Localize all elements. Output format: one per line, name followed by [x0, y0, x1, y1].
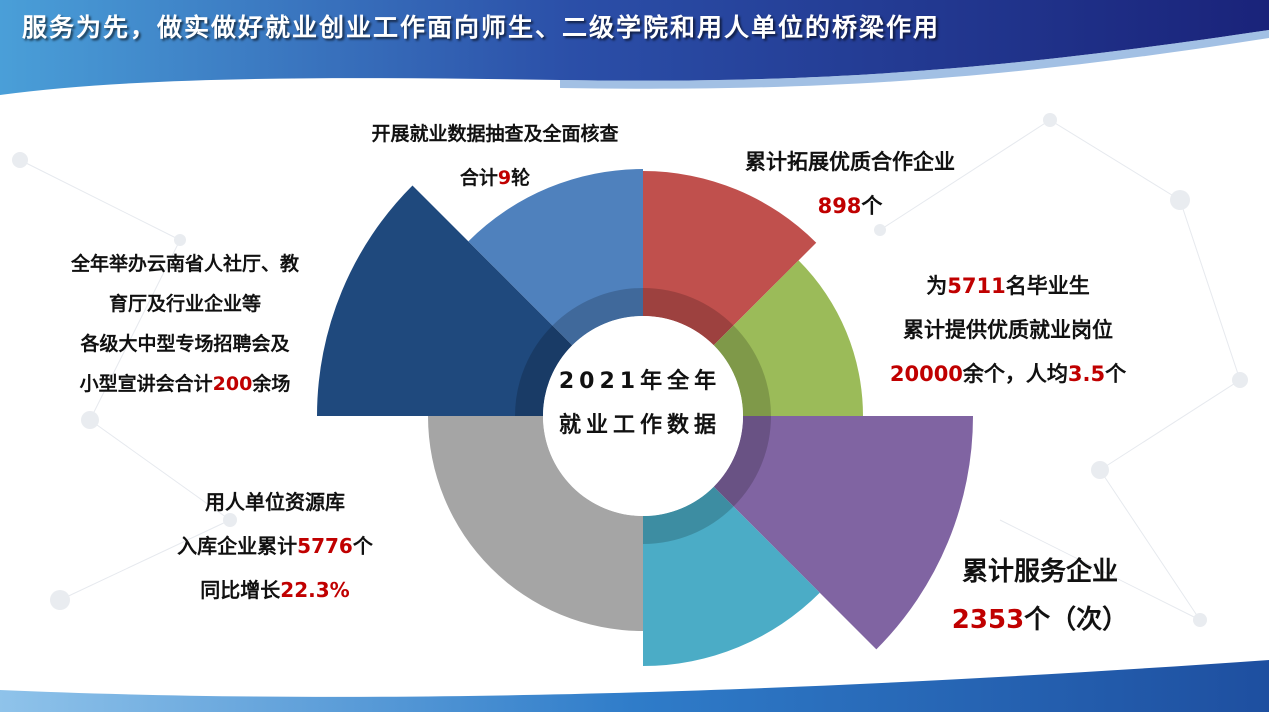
label-services: 累计服务企业 2353个（次） — [920, 548, 1160, 644]
resource-text: 同比增长 — [200, 578, 281, 602]
center-caption: 2021年全年 就业工作数据 — [520, 360, 760, 448]
jobs-text: 余个，人均 — [962, 362, 1068, 386]
resource-line-3: 同比增长22.3% — [130, 568, 420, 612]
segment-services-inner-shade — [713, 416, 771, 507]
services-line-2: 2353个（次） — [920, 596, 1160, 644]
checks-text: 轮 — [511, 167, 531, 189]
fairs-line-4: 小型宣讲会合计200余场 — [40, 364, 330, 404]
jobs-text: 为 — [926, 274, 948, 298]
label-fairs: 全年举办云南省人社厅、教 育厅及行业企业等 各级大中型专场招聘会及 小型宣讲会合计20… — [40, 244, 330, 404]
segment-enterprises — [643, 171, 817, 346]
enterprises-line-1: 累计拓展优质合作企业 — [700, 140, 1000, 184]
resource-value: 22.3% — [280, 578, 350, 602]
fairs-text: 余场 — [252, 373, 291, 395]
fairs-value: 200 — [212, 373, 253, 395]
segment-gray — [428, 416, 643, 631]
resource-text: 入库企业累计 — [177, 534, 298, 558]
segment-checks-inner-shade — [552, 288, 643, 346]
jobs-line-1: 为5711名毕业生 — [858, 264, 1158, 308]
jobs-line-3: 20000余个，人均3.5个 — [858, 352, 1158, 396]
fairs-line-1: 全年举办云南省人社厅、教 — [40, 244, 330, 284]
segment-jobs — [713, 260, 863, 416]
fairs-text: 育厅及行业企业等 — [108, 293, 261, 315]
checks-line-1: 开展就业数据抽查及全面核查 — [340, 112, 650, 156]
jobs-value: 20000 — [889, 362, 963, 386]
checks-line-2: 合计9轮 — [340, 156, 650, 200]
label-enterprises: 累计拓展优质合作企业 898个 — [700, 140, 1000, 228]
fairs-text: 各级大中型专场招聘会及 — [80, 333, 290, 355]
fairs-text: 全年举办云南省人社厅、教 — [70, 253, 299, 275]
label-jobs: 为5711名毕业生累计提供优质就业岗位 20000余个，人均3.5个 — [858, 264, 1158, 396]
jobs-text: 名毕业生 — [1005, 274, 1090, 298]
jobs-value: 5711 — [947, 274, 1006, 298]
segment-fairs — [317, 185, 573, 416]
fairs-line-2: 育厅及行业企业等 — [40, 284, 330, 324]
services-value: 2353 — [951, 605, 1025, 635]
segment-services — [713, 416, 973, 650]
jobs-value: 3.5 — [1067, 362, 1106, 386]
resource-text: 用人单位资源库 — [205, 490, 345, 514]
enterprises-text: 个 — [861, 194, 883, 218]
slide-title: 服务为先，做实做好就业创业工作面向师生、二级学院和用人单位的桥梁作用 — [22, 13, 941, 42]
services-line-1: 累计服务企业 — [920, 548, 1160, 596]
center-year: 2021年全年 — [558, 369, 722, 394]
checks-value: 9 — [497, 167, 512, 189]
enterprises-value: 898 — [817, 194, 862, 218]
checks-text: 开展就业数据抽查及全面核查 — [371, 123, 619, 145]
enterprises-text: 累计拓展优质合作企业 — [745, 150, 955, 174]
center-hole — [543, 316, 743, 516]
segment-jobs-inner-shade — [713, 325, 771, 416]
checks-text: 合计 — [459, 167, 498, 189]
jobs-text: 个 — [1105, 362, 1127, 386]
jobs-line-2: 累计提供优质就业岗位 — [858, 308, 1158, 352]
segment-fairs-inner-shade — [515, 325, 573, 416]
label-checks: 开展就业数据抽查及全面核查合计9轮 — [340, 112, 650, 200]
resource-line-2: 入库企业累计5776个 — [130, 524, 420, 568]
segment-resource — [643, 486, 820, 666]
segment-resource-inner-shade — [643, 486, 734, 544]
services-text: 累计服务企业 — [961, 557, 1118, 587]
enterprises-line-2: 898个 — [700, 184, 1000, 228]
resource-line-1: 用人单位资源库 — [130, 480, 420, 524]
segment-enterprises-inner-shade — [643, 288, 734, 346]
segment-checks — [468, 169, 643, 346]
services-text: 个（次） — [1024, 605, 1129, 635]
resource-text: 个 — [352, 534, 373, 558]
resource-value: 5776 — [297, 534, 353, 558]
jobs-text: 累计提供优质就业岗位 — [903, 318, 1113, 342]
center-subtitle: 就业工作数据 — [558, 413, 721, 438]
label-resource: 用人单位资源库 入库企业累计5776个 同比增长22.3% — [130, 480, 420, 612]
fairs-text: 小型宣讲会合计 — [79, 373, 213, 395]
fairs-line-3: 各级大中型专场招聘会及 — [40, 324, 330, 364]
